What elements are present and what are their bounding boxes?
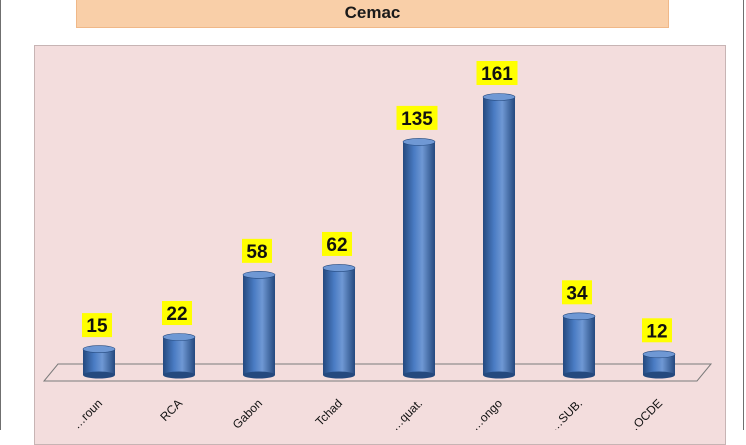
data-label: 62 xyxy=(326,235,347,256)
title-banner: Cemac xyxy=(76,0,669,28)
bar-top xyxy=(482,93,516,101)
bar-top xyxy=(322,264,356,272)
bar-top xyxy=(242,271,276,279)
data-label: 58 xyxy=(246,242,267,263)
bar xyxy=(163,337,195,375)
bar xyxy=(643,354,675,375)
data-label-background xyxy=(162,301,192,326)
bar-base xyxy=(323,371,355,379)
bar-base xyxy=(83,371,115,379)
data-label: 12 xyxy=(646,321,667,342)
data-label: 15 xyxy=(86,316,108,337)
x-tick-label: …OCDE xyxy=(622,396,665,430)
data-label: 22 xyxy=(166,304,187,325)
data-label-background xyxy=(476,61,518,85)
x-tick-label: RCA xyxy=(157,396,185,424)
bar-top xyxy=(82,345,116,353)
bar-base xyxy=(243,371,275,379)
bar-base xyxy=(643,371,675,379)
bar xyxy=(83,349,115,375)
data-label-background xyxy=(242,238,272,263)
x-tick-label: Tchad xyxy=(313,396,346,429)
plot-area xyxy=(34,45,726,445)
x-tick-label: …SUB. xyxy=(547,396,585,430)
bar-top xyxy=(162,333,196,341)
bar-chart: 15 …roun 22 RCA 58 Gabon 62 Tchad 135 …quat. 161 …o… xyxy=(42,61,713,430)
bar-base xyxy=(163,371,195,379)
bar-top xyxy=(642,350,676,359)
data-label: 161 xyxy=(481,64,513,85)
bar xyxy=(243,274,275,375)
data-label-background xyxy=(82,313,112,338)
x-tick-label: …ongo xyxy=(468,396,505,430)
data-label-background xyxy=(562,280,592,305)
data-label-background xyxy=(396,105,438,130)
data-label-background xyxy=(642,318,672,343)
bar xyxy=(483,97,515,375)
chart-floor xyxy=(42,363,713,382)
chart-frame xyxy=(0,0,744,430)
bar xyxy=(323,267,355,375)
bar-base xyxy=(483,371,515,379)
bar-top xyxy=(402,138,436,146)
x-tick-label: …quat. xyxy=(388,396,425,430)
bar xyxy=(563,316,595,375)
data-label: 34 xyxy=(566,283,588,304)
bar-base xyxy=(403,371,435,379)
x-tick-label: Gabon xyxy=(230,396,265,430)
data-label-background xyxy=(322,231,352,256)
data-label: 135 xyxy=(401,109,433,130)
chart-title: Cemac xyxy=(344,3,401,22)
bar-top xyxy=(562,312,596,321)
x-tick-label: …roun xyxy=(70,396,105,430)
bar xyxy=(403,141,435,375)
bar-base xyxy=(563,371,595,379)
